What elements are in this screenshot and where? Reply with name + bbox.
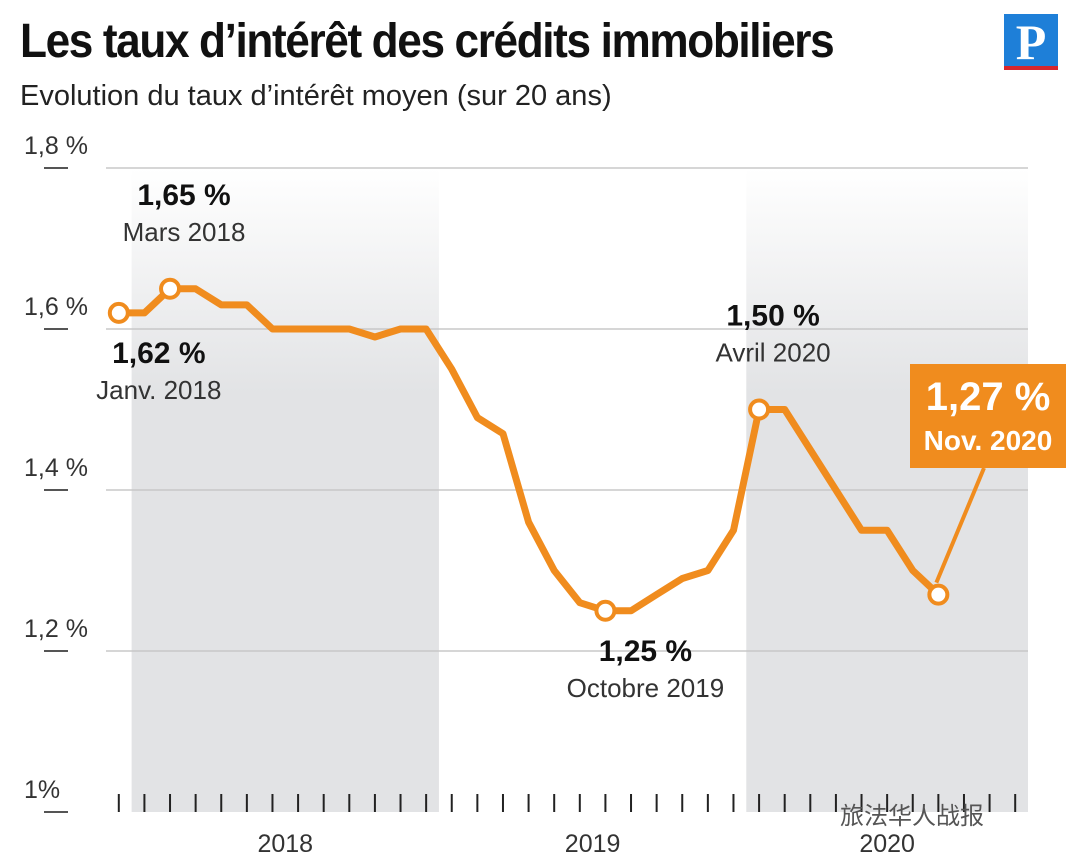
annotation-marker-3 <box>748 398 771 421</box>
annotation-marker-1 <box>159 277 182 300</box>
chart-title: Les taux d’intérêt des crédits immobilie… <box>20 15 835 68</box>
annotation-date-0: Janv. 2018 <box>96 375 221 405</box>
highlight-date: Nov. 2020 <box>924 425 1053 456</box>
y-tick-label-0: 1% <box>24 776 60 804</box>
annotation-value-3: 1,50 % <box>726 300 819 333</box>
y-tick-label-4: 1,8 % <box>24 132 88 160</box>
chart-subtitle: Evolution du taux d’intérêt moyen (sur 2… <box>20 80 612 112</box>
annotation-date-1: Mars 2018 <box>123 217 246 247</box>
y-tick-label-2: 1,4 % <box>24 454 88 482</box>
y-axis: 1% 1,2 % 1,4 % 1,6 % 1,8 % <box>24 132 88 813</box>
grid-lines <box>106 167 1028 652</box>
highlight-connector <box>934 467 986 584</box>
annotation-value-0: 1,62 % <box>112 337 205 370</box>
highlight-value: 1,27 % <box>926 375 1051 419</box>
annotation-value-1: 1,65 % <box>137 179 230 212</box>
x-axis: 2018 2019 2020 <box>117 794 1017 858</box>
y-tick-label-1: 1,2 % <box>24 615 88 643</box>
series-line <box>115 285 942 615</box>
annotation-layer: 1,62 % Janv. 2018 1,65 % Mars 2018 1,25 % Oct… <box>96 179 1066 703</box>
highlight-box <box>910 364 1066 468</box>
annotation-date-2: Octobre 2019 <box>567 673 725 703</box>
x-year-label-2019: 2019 <box>565 830 621 858</box>
annotation-value-2: 1,25 % <box>599 635 692 668</box>
annotation-date-3: Avril 2020 <box>716 338 831 368</box>
y-tick-label-3: 1,6 % <box>24 293 88 321</box>
annotation-marker-0 <box>107 301 130 324</box>
x-year-label-2020: 2020 <box>859 830 915 858</box>
series-layer <box>115 285 942 615</box>
publisher-logo: P <box>1004 14 1058 70</box>
annotation-marker-4 <box>927 583 950 606</box>
annotation-marker-2 <box>594 599 617 622</box>
watermark-text: 旅法华人战报 <box>840 802 984 830</box>
x-year-label-2018: 2018 <box>257 830 313 858</box>
